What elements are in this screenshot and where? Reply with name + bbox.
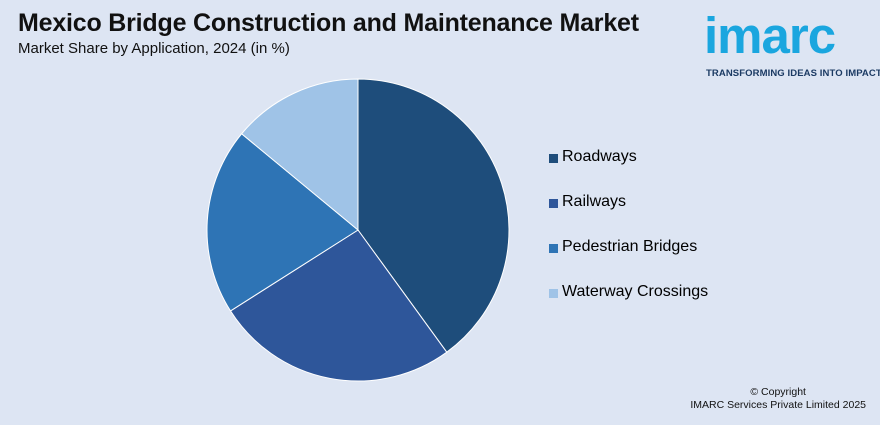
legend-label: Railways xyxy=(562,193,627,210)
imarc-logo: imarc TRANSFORMING IDEAS INTO IMPACT xyxy=(704,6,880,80)
copyright-company: IMARC Services Private Limited 2025 xyxy=(690,399,866,411)
legend-item-waterway-crossings: Waterway Crossings xyxy=(549,283,708,328)
pie-slice-roadways xyxy=(357,78,510,353)
legend-label: Pedestrian Bridges xyxy=(562,238,698,255)
legend-label: Roadways xyxy=(562,148,637,165)
legend-swatch xyxy=(549,289,558,298)
legend-swatch xyxy=(549,244,558,253)
copyright-notice: © Copyright IMARC Services Private Limit… xyxy=(690,386,866,412)
copyright-line: © Copyright xyxy=(750,386,806,398)
legend-label: Waterway Crossings xyxy=(562,283,709,300)
logo-wordmark: imarc xyxy=(704,7,836,64)
pie-slice-pedestrian-bridges xyxy=(206,133,359,312)
legend-item-pedestrian-bridges: Pedestrian Bridges xyxy=(549,238,708,283)
pie-slice-railways xyxy=(229,229,448,382)
legend-swatch xyxy=(549,199,558,208)
logo-tagline: TRANSFORMING IDEAS INTO IMPACT xyxy=(706,68,880,79)
pie-slice-waterway-crossings xyxy=(240,78,359,232)
legend-swatch xyxy=(549,154,558,163)
chart-subtitle: Market Share by Application, 2024 (in %) xyxy=(18,40,290,57)
chart-title: Mexico Bridge Construction and Maintenan… xyxy=(18,9,639,37)
legend-item-railways: Railways xyxy=(549,193,708,238)
chart-legend: Roadways Railways Pedestrian Bridges Wat… xyxy=(549,148,708,328)
legend-item-roadways: Roadways xyxy=(549,148,708,193)
